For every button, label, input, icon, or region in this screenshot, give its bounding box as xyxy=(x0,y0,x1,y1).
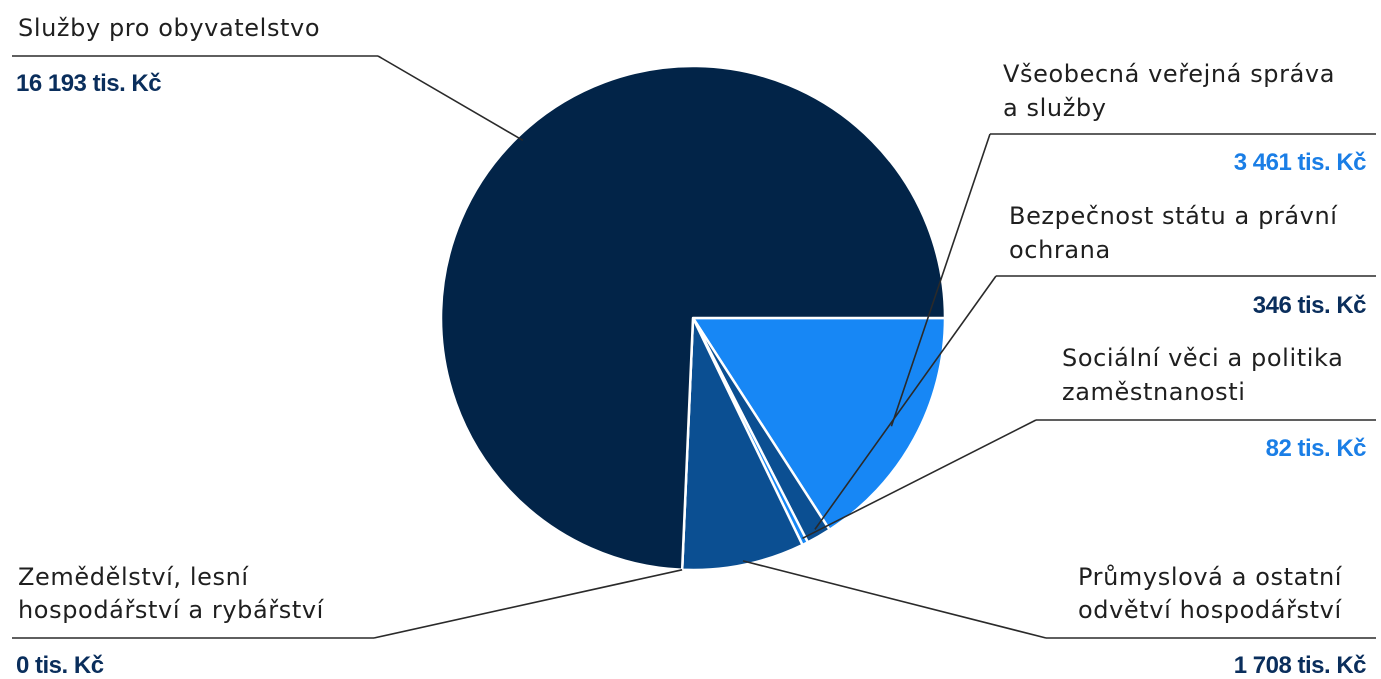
slice-label-prumysl-line1: Průmyslová a ostatní xyxy=(1078,563,1343,591)
leader-line-sluzby xyxy=(377,55,524,141)
pie-slice-prumysl xyxy=(680,316,804,572)
leader-line-zemedelstvi xyxy=(373,569,683,639)
slice-label-sprava-line2: a služby xyxy=(1003,94,1107,122)
slice-label-bezpecnost-line1: Bezpečnost státu a právní xyxy=(1009,202,1338,230)
slice-value-zemedelstvi: 0 tis. Kč xyxy=(16,652,104,679)
slice-label-sprava-line1: Všeobecná veřejná správa xyxy=(1003,60,1335,88)
leader-line-sprava xyxy=(890,133,991,427)
label-group-zemedelstvi: Zemědělství, lesní hospodářství a rybářs… xyxy=(12,563,374,679)
slice-value-sluzby: 16 193 tis. Kč xyxy=(16,70,161,97)
leader-line-bezpecnost xyxy=(814,275,997,530)
leader-lines xyxy=(373,55,1047,639)
slice-label-zemedelstvi-line1: Zemědělství, lesní xyxy=(18,563,249,591)
leader-line-socialni xyxy=(802,419,1037,540)
slice-value-prumysl: 1 708 tis. Kč xyxy=(1234,652,1366,679)
label-group-sluzby: Služby pro obyvatelstvo 16 193 tis. Kč xyxy=(12,14,378,97)
slice-label-bezpecnost-line2: ochrana xyxy=(1009,236,1111,264)
pie-slices xyxy=(439,64,947,572)
leader-line-prumysl xyxy=(742,560,1047,639)
label-group-bezpecnost: Bezpečnost státu a právní ochrana 346 ti… xyxy=(996,202,1376,319)
slice-value-bezpecnost: 346 tis. Kč xyxy=(1253,292,1366,319)
pie-slice-sluzby xyxy=(439,64,947,572)
slice-label-socialni-line2: zaměstnanosti xyxy=(1062,378,1246,406)
slice-label-socialni-line1: Sociální věci a politika xyxy=(1062,344,1343,372)
label-group-socialni: Sociální věci a politika zaměstnanosti 8… xyxy=(1036,344,1376,462)
slice-label-prumysl-line2: odvětví hospodářství xyxy=(1078,596,1342,624)
slice-label-sluzby: Služby pro obyvatelstvo xyxy=(18,14,320,42)
slice-label-zemedelstvi-line2: hospodářství a rybářství xyxy=(18,596,325,624)
label-group-prumysl: Průmyslová a ostatní odvětví hospodářstv… xyxy=(1046,563,1376,679)
label-group-sprava: Všeobecná veřejná správa a služby 3 461 … xyxy=(990,60,1376,176)
slice-value-socialni: 82 tis. Kč xyxy=(1266,435,1367,462)
slice-value-sprava: 3 461 tis. Kč xyxy=(1234,149,1366,176)
